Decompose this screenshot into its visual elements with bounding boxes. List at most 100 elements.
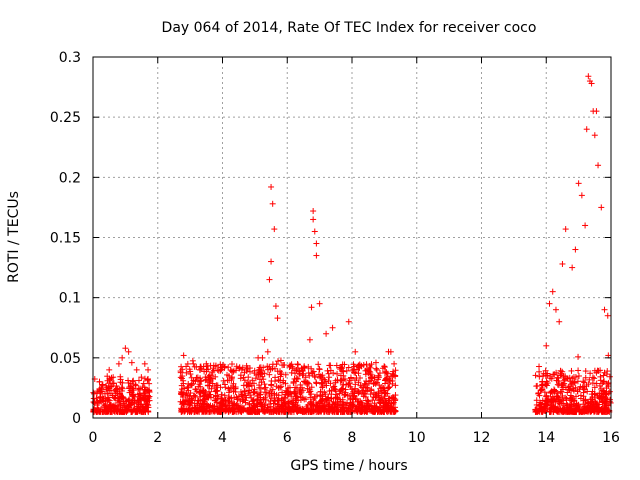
data-point: [308, 304, 315, 311]
data-point: [214, 367, 221, 374]
data-point: [578, 192, 585, 199]
data-point: [110, 380, 117, 387]
data-point: [201, 395, 208, 402]
data-point: [106, 366, 113, 373]
data-point: [184, 384, 191, 391]
data-point: [323, 330, 330, 337]
data-point: [347, 374, 354, 381]
data-point: [606, 373, 613, 380]
data-point: [284, 388, 291, 395]
data-point: [120, 395, 127, 402]
data-point: [355, 388, 362, 395]
data-point: [575, 180, 582, 187]
data-point: [274, 358, 281, 365]
data-point: [272, 374, 279, 381]
data-point: [600, 372, 607, 379]
data-point: [203, 408, 210, 415]
data-point: [376, 370, 383, 377]
data-point: [312, 374, 319, 381]
data-point: [568, 367, 575, 374]
data-point: [318, 397, 325, 404]
data-point: [185, 383, 192, 390]
data-point: [304, 405, 311, 412]
data-point: [328, 395, 335, 402]
data-point: [93, 408, 100, 415]
data-point: [293, 378, 300, 385]
data-point: [333, 362, 340, 369]
data-point: [582, 222, 589, 229]
data-point: [128, 359, 135, 366]
data-point: [229, 405, 236, 412]
data-point: [135, 377, 142, 384]
data-point: [595, 162, 602, 169]
data-point: [231, 394, 238, 401]
data-point: [145, 395, 152, 402]
data-point: [138, 374, 145, 381]
data-point: [372, 394, 379, 401]
data-point: [246, 401, 253, 408]
data-point: [264, 348, 271, 355]
data-point: [225, 398, 232, 405]
data-point: [125, 403, 132, 410]
data-point: [292, 404, 299, 411]
data-point: [196, 404, 203, 411]
data-point: [261, 381, 268, 388]
data-point: [235, 405, 242, 412]
data-point: [212, 397, 219, 404]
data-point: [220, 361, 227, 368]
data-point: [349, 367, 356, 374]
data-point: [352, 395, 359, 402]
y-tick-label: 0.05: [50, 351, 81, 367]
data-point: [572, 246, 579, 253]
data-point: [364, 400, 371, 407]
data-point: [384, 390, 391, 397]
data-point: [261, 407, 268, 414]
data-point: [315, 361, 322, 368]
data-point: [115, 395, 122, 402]
data-point: [332, 379, 339, 386]
data-point: [268, 183, 275, 190]
data-point: [359, 403, 366, 410]
data-point: [376, 382, 383, 389]
data-point: [358, 363, 365, 370]
data-point: [132, 382, 139, 389]
data-point: [128, 408, 135, 415]
data-point: [336, 390, 343, 397]
data-point: [221, 392, 228, 399]
data-point: [125, 377, 132, 384]
data-point: [295, 407, 302, 414]
data-point: [107, 377, 114, 384]
data-point: [543, 342, 550, 349]
data-point: [266, 393, 273, 400]
data-point: [220, 377, 227, 384]
data-point: [351, 407, 358, 414]
data-point: [115, 360, 122, 367]
data-point: [286, 398, 293, 405]
data-point: [289, 406, 296, 413]
data-point: [178, 405, 185, 412]
data-point: [135, 385, 142, 392]
data-point: [178, 375, 185, 382]
data-point: [261, 336, 268, 343]
data-point: [319, 372, 326, 379]
data-point: [232, 388, 239, 395]
data-point: [339, 361, 346, 368]
data-point: [321, 376, 328, 383]
data-point: [308, 398, 315, 405]
data-point: [364, 385, 371, 392]
data-point: [275, 408, 282, 415]
data-point: [308, 401, 315, 408]
data-point: [264, 363, 271, 370]
data-point: [334, 401, 341, 408]
data-point: [193, 408, 200, 415]
data-point: [327, 380, 334, 387]
data-point: [316, 404, 323, 411]
data-point: [280, 362, 287, 369]
data-point: [575, 353, 582, 360]
data-point: [372, 359, 379, 366]
data-point: [242, 392, 249, 399]
data-point: [287, 389, 294, 396]
data-point: [264, 404, 271, 411]
data-point: [549, 288, 556, 295]
data-point: [317, 392, 324, 399]
